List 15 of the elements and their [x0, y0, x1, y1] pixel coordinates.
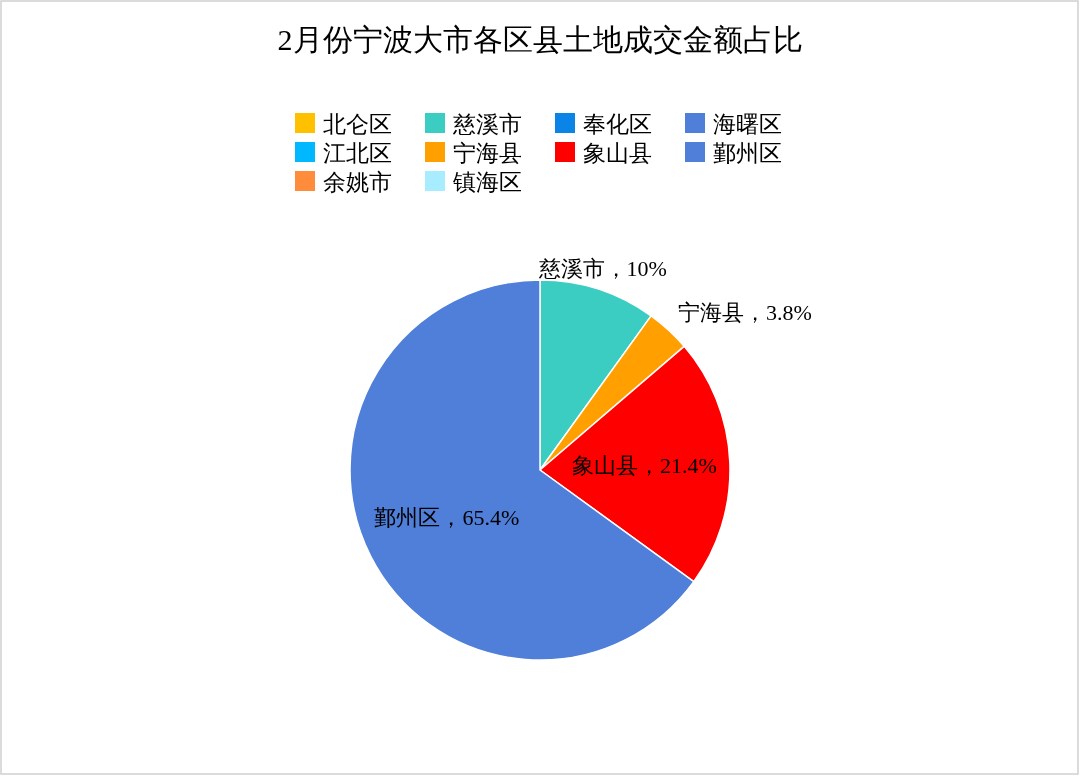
legend-label: 鄞州区 [713, 140, 782, 166]
legend-label: 镇海区 [452, 169, 522, 195]
data-label: 象山县，21.4% [572, 453, 717, 479]
data-label: 宁海县，3.8% [678, 299, 812, 325]
legend-label: 江北区 [323, 140, 392, 166]
legend-label: 北仑区 [323, 111, 392, 137]
chart-title: 2月份宁波大市各区县土地成交金额占比 [277, 23, 803, 56]
legend-label: 海曙区 [713, 111, 782, 137]
legend-label: 象山县 [583, 140, 652, 166]
data-label: 慈溪市，10% [537, 255, 667, 281]
legend-label: 慈溪市 [452, 111, 522, 137]
legend-label: 宁海县 [453, 140, 522, 166]
legend-label: 奉化区 [583, 111, 652, 137]
data-label: 鄞州区，65.4% [374, 504, 520, 530]
legend-label: 余姚市 [323, 169, 392, 195]
